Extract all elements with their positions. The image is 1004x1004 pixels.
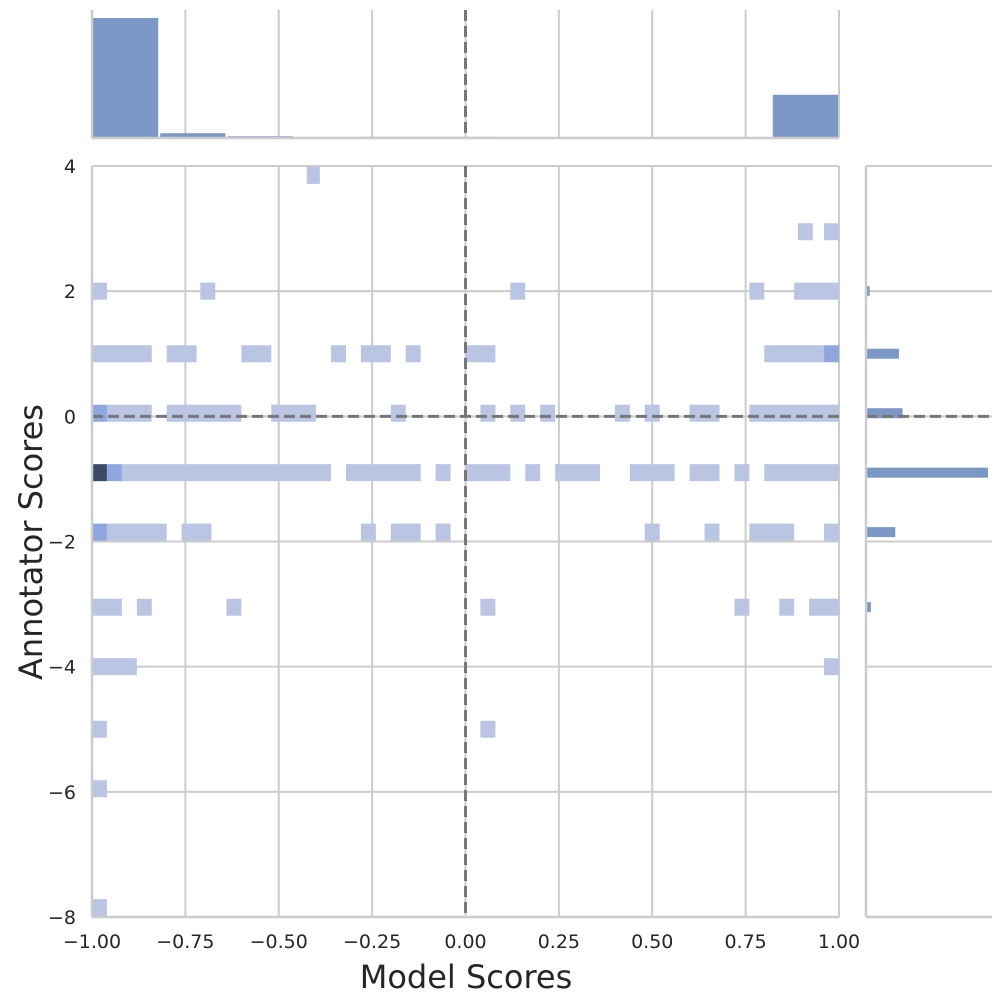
x-tick-label: 0.75: [724, 931, 766, 953]
histogram-cell: [734, 464, 750, 482]
histogram-cell: [226, 598, 242, 616]
histogram-cell: [824, 345, 839, 363]
histogram-cell: [555, 464, 600, 482]
histogram-cell: [306, 166, 320, 184]
histogram-cell: [480, 720, 496, 738]
histogram-cell: [331, 345, 346, 363]
x-tick-label: −1.00: [63, 931, 121, 953]
histogram-cell: [435, 523, 451, 541]
histogram-cell: [435, 464, 451, 482]
joint-histogram-plot: −1.00 −0.75 −0.50 −0.25 0.00 0.25 0.50 0.75 1.00…: [48, 156, 860, 953]
histogram-cell: [121, 464, 332, 482]
top-marginal-histogram: [90, 10, 840, 140]
histogram-cell: [689, 404, 720, 422]
histogram-cell: [106, 523, 167, 541]
histogram-cell: [824, 464, 839, 482]
y-tick-label: 4: [64, 156, 76, 178]
histogram-cell: [166, 345, 197, 363]
histogram-cell: [92, 345, 152, 363]
histogram-cell: [510, 282, 526, 300]
histogram-cell: [106, 404, 152, 422]
histogram-cell: [779, 598, 795, 616]
histogram-cell: [614, 404, 630, 422]
histogram-cell: [480, 598, 496, 616]
histogram-cell: [764, 345, 825, 363]
histogram-cell: [734, 598, 750, 616]
right-marginal-bar: [866, 467, 988, 478]
y-tick-label: −6: [48, 782, 76, 804]
x-axis-label: Model Scores: [360, 958, 573, 996]
x-tick-label: 0.25: [538, 931, 580, 953]
histogram-cell: [390, 523, 421, 541]
histogram-cell: [181, 523, 212, 541]
histogram-cell: [241, 345, 272, 363]
histogram-cell: [92, 404, 107, 422]
histogram-cell: [480, 404, 496, 422]
histogram-cell: [390, 404, 406, 422]
y-tick-label: −2: [48, 532, 76, 554]
histogram-cell: [92, 282, 107, 300]
right-marginal-bar: [866, 527, 896, 538]
histogram-cell: [136, 598, 152, 616]
histogram-cell: [92, 598, 122, 616]
right-marginal-bar: [866, 602, 871, 613]
histogram-cell: [510, 404, 526, 422]
histogram-cell: [764, 464, 825, 482]
histogram-cell: [360, 345, 391, 363]
histogram-cell: [465, 345, 496, 363]
histogram-cell: [200, 282, 216, 300]
histogram-cell: [525, 464, 541, 482]
histogram-cell: [644, 404, 660, 422]
histogram-cell: [92, 720, 107, 738]
x-tick-label: −0.75: [156, 931, 214, 953]
histogram-cell: [824, 223, 839, 241]
right-marginal-bar: [866, 348, 899, 359]
histogram-cell: [166, 404, 242, 422]
y-tick-label: 0: [64, 406, 76, 428]
right-marginal-bar: [866, 408, 903, 419]
histogram-cell: [794, 282, 839, 300]
x-tick-label: 0.50: [631, 931, 673, 953]
histogram-cell: [92, 780, 107, 798]
histogram-cell: [629, 464, 675, 482]
histogram-cell: [92, 464, 107, 482]
histogram-cell: [540, 404, 556, 422]
right-marginal-histogram: [864, 165, 992, 919]
histogram-cell: [749, 523, 795, 541]
histogram-cell: [824, 523, 839, 541]
y-tick-label: 2: [64, 281, 76, 303]
top-marginal-bar: [93, 18, 159, 138]
histogram-cell: [704, 523, 720, 541]
histogram-cell: [345, 464, 421, 482]
histogram-cell: [797, 223, 813, 241]
x-tick-label: −0.50: [250, 931, 308, 953]
histogram-cell: [92, 658, 137, 676]
top-marginal-bar: [772, 94, 838, 138]
histogram-cell: [271, 404, 317, 422]
x-tick-label: 0.00: [444, 931, 486, 953]
y-tick-label: −8: [48, 907, 76, 929]
histogram-cell: [809, 598, 839, 616]
histogram-cell: [465, 464, 511, 482]
y-axis-label: Annotator Scores: [12, 404, 50, 680]
histogram-cell: [644, 523, 660, 541]
histogram-cell: [92, 523, 107, 541]
top-marginal-bar: [160, 133, 226, 138]
histogram-cell: [749, 282, 765, 300]
x-tick-label: −0.25: [343, 931, 401, 953]
x-tick-label: 1.00: [818, 931, 860, 953]
right-marginal-bar: [866, 286, 870, 297]
histogram-cell: [405, 345, 421, 363]
histogram-cell: [92, 899, 107, 917]
histogram-cell: [360, 523, 376, 541]
histogram-cell: [689, 464, 720, 482]
y-tick-label: −4: [48, 657, 76, 679]
histogram-cell: [106, 464, 122, 482]
histogram-cell: [749, 404, 839, 422]
histogram-cell: [824, 658, 839, 676]
